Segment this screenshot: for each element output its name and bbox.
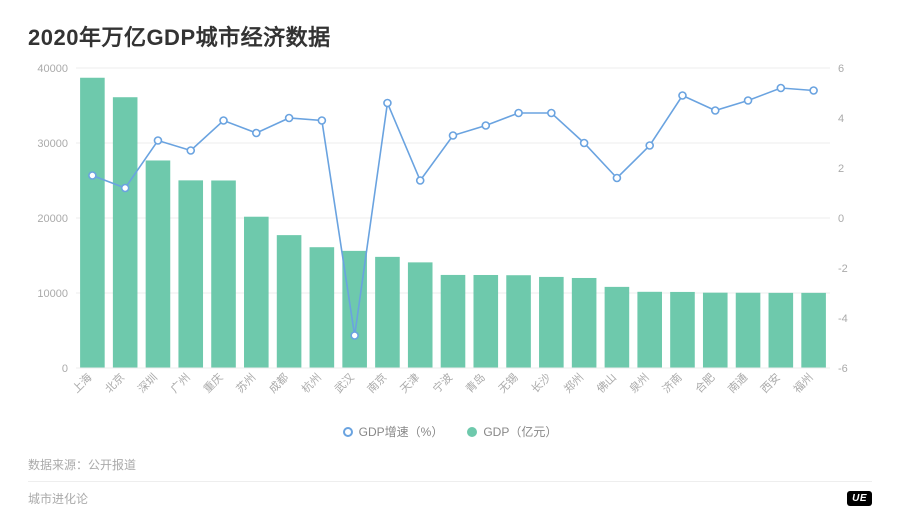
bar (408, 262, 433, 368)
svg-text:2: 2 (838, 163, 844, 175)
svg-text:合肥: 合肥 (692, 370, 717, 395)
line-marker (515, 110, 522, 117)
bar (572, 278, 597, 368)
svg-text:北京: 北京 (102, 370, 127, 395)
svg-text:0: 0 (62, 363, 68, 375)
bar (670, 292, 695, 368)
svg-text:南通: 南通 (725, 371, 750, 396)
svg-text:20000: 20000 (37, 213, 68, 225)
line-marker (646, 142, 653, 149)
svg-text:-2: -2 (838, 263, 848, 275)
bar (277, 235, 302, 368)
legend: GDP增速（%） GDP（亿元） (28, 417, 872, 448)
bar (178, 180, 203, 368)
svg-text:宁波: 宁波 (430, 370, 455, 395)
bar (703, 293, 728, 368)
svg-text:-6: -6 (838, 363, 848, 375)
footer-brand: 城市进化论 (28, 490, 88, 507)
legend-swatch-bar (467, 427, 477, 437)
legend-label-line: GDP增速（%） (359, 423, 444, 440)
svg-text:武汉: 武汉 (332, 371, 357, 396)
line-marker (712, 107, 719, 114)
bar (342, 251, 367, 368)
line-marker (417, 177, 424, 184)
bar (473, 275, 498, 368)
svg-text:无锡: 无锡 (495, 370, 520, 395)
bar (801, 293, 826, 368)
legend-swatch-line (343, 427, 353, 437)
line-marker (187, 147, 194, 154)
chart-plot-area: 0 10000 20000 30000 40000 -6 -4 -2 0 2 4 6 上海北京深圳广州重… (28, 62, 872, 417)
svg-text:苏州: 苏州 (234, 371, 259, 396)
line-marker (745, 97, 752, 104)
svg-text:天津: 天津 (398, 371, 423, 396)
line-marker (154, 137, 161, 144)
bar (441, 275, 466, 368)
bar (80, 78, 105, 368)
line-marker (810, 87, 817, 94)
svg-text:南京: 南京 (364, 370, 389, 395)
svg-text:西安: 西安 (757, 370, 782, 395)
svg-text:重庆: 重庆 (200, 370, 225, 395)
svg-text:长沙: 长沙 (529, 371, 554, 396)
line-marker (351, 332, 358, 339)
legend-item-bar: GDP（亿元） (467, 423, 557, 440)
svg-text:青岛: 青岛 (462, 370, 487, 395)
line-marker (613, 175, 620, 182)
svg-text:深圳: 深圳 (135, 371, 160, 396)
chart-svg: 0 10000 20000 30000 40000 -6 -4 -2 0 2 4 6 上海北京深圳广州重… (28, 62, 872, 412)
line-marker (122, 185, 129, 192)
chart-container: 2020年万亿GDP城市经济数据 0 10000 20000 30000 40000 -6… (0, 0, 900, 510)
svg-text:郑州: 郑州 (561, 370, 586, 395)
bar (146, 160, 171, 368)
svg-text:成都: 成都 (266, 371, 291, 396)
line-marker (482, 122, 489, 129)
svg-text:-4: -4 (838, 313, 848, 325)
bar (113, 97, 138, 368)
svg-text:上海: 上海 (69, 370, 94, 395)
legend-label-bar: GDP（亿元） (483, 423, 557, 440)
bar (637, 292, 662, 368)
bar (736, 293, 761, 368)
line-marker (679, 92, 686, 99)
svg-text:福州: 福州 (790, 370, 815, 395)
line-marker (89, 172, 96, 179)
line-marker (318, 117, 325, 124)
bar (605, 287, 630, 368)
svg-text:10000: 10000 (37, 288, 68, 300)
line-marker (286, 115, 293, 122)
line-marker (777, 85, 784, 92)
svg-text:杭州: 杭州 (299, 370, 324, 395)
line-marker (548, 110, 555, 117)
line-marker (450, 132, 457, 139)
bar (310, 247, 335, 368)
svg-text:6: 6 (838, 63, 844, 75)
bar (539, 277, 564, 368)
svg-text:广州: 广州 (168, 371, 193, 396)
line-marker (253, 130, 260, 137)
svg-text:0: 0 (838, 213, 844, 225)
footer-source: 数据来源：公开报道 (28, 448, 872, 481)
svg-text:佛山: 佛山 (594, 371, 619, 396)
bar (506, 275, 531, 368)
svg-text:4: 4 (838, 113, 844, 125)
svg-text:济南: 济南 (659, 370, 684, 395)
line-marker (384, 100, 391, 107)
bar (769, 293, 794, 368)
svg-text:30000: 30000 (37, 138, 68, 150)
svg-text:泉州: 泉州 (626, 370, 651, 395)
legend-item-line: GDP增速（%） (343, 423, 444, 440)
svg-text:40000: 40000 (37, 63, 68, 75)
bar (211, 180, 236, 368)
line-marker (220, 117, 227, 124)
line-marker (581, 140, 588, 147)
chart-title: 2020年万亿GDP城市经济数据 (28, 20, 872, 52)
bar (244, 217, 269, 368)
bar (375, 257, 400, 368)
watermark-badge: UE (847, 491, 872, 506)
